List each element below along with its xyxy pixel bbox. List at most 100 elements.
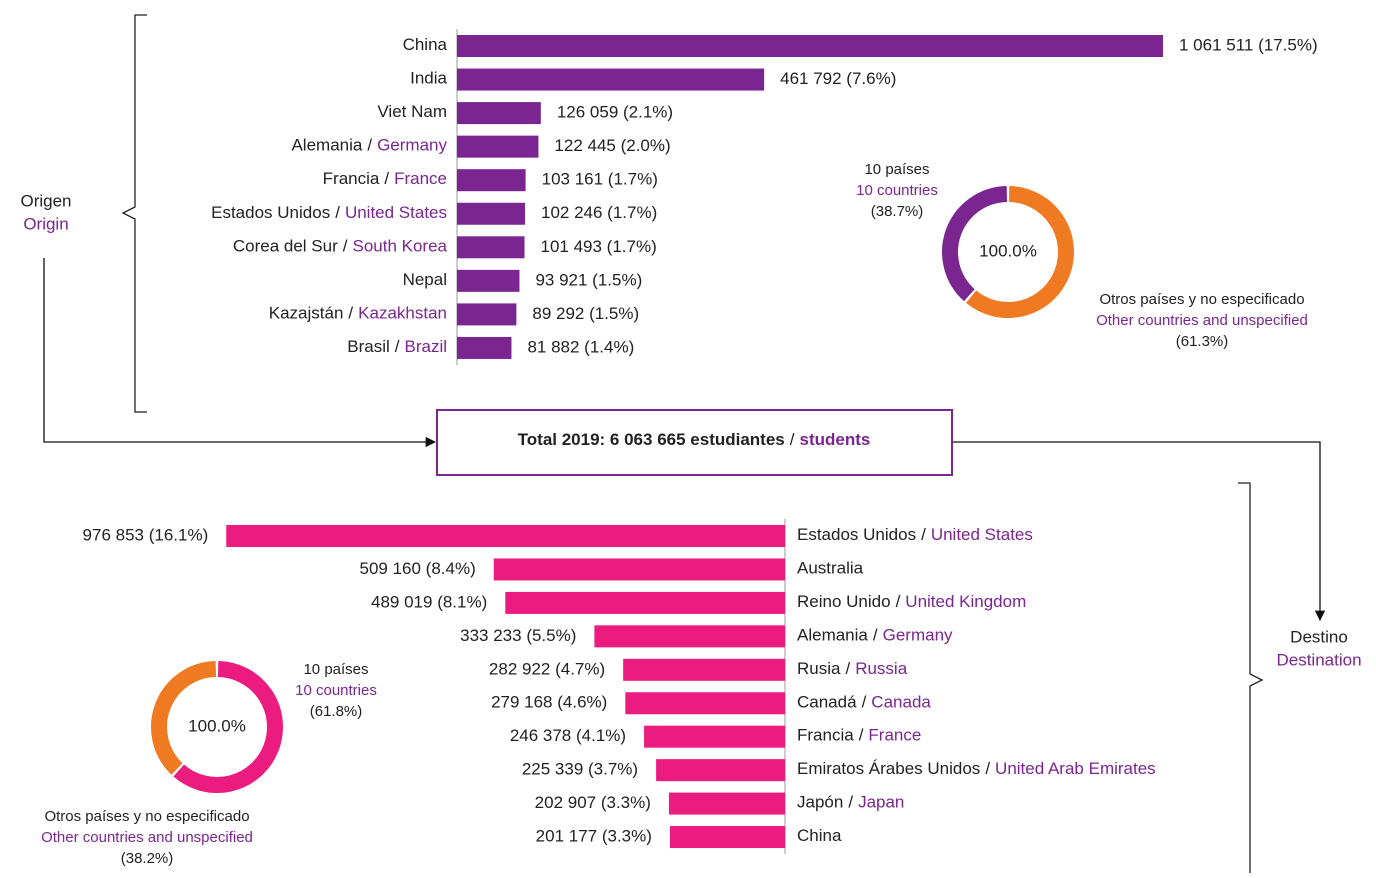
- donut-value-label: (61.3%): [1176, 333, 1229, 350]
- category-label: Estados Unidos / United States: [211, 203, 447, 222]
- category-label: Emiratos Árabes Unidos / United Arab Emira…: [797, 760, 1156, 779]
- bar: [505, 591, 785, 614]
- donut-value-label: (38.2%): [121, 850, 174, 867]
- value-label: 282 922 (4.7%): [489, 659, 605, 678]
- donut-segment: [151, 661, 217, 775]
- bar: [457, 135, 539, 158]
- category-en: South Korea: [352, 237, 447, 256]
- category-label: Japón / Japan: [797, 793, 904, 812]
- bar: [457, 102, 541, 125]
- bar: [594, 625, 785, 648]
- category-separator: /: [367, 136, 372, 155]
- donut-value-label: (38.7%): [871, 203, 924, 220]
- total-es: Total 2019: 6 063 665 estudiantes: [518, 430, 785, 449]
- bar: [656, 759, 785, 782]
- bar: [457, 336, 512, 359]
- donut-value-label: (61.8%): [310, 703, 363, 720]
- category-separator: /: [845, 659, 850, 678]
- category-label: Nepal: [403, 270, 447, 289]
- category-label: Francia / France: [797, 726, 921, 745]
- value-label: 489 019 (8.1%): [371, 592, 487, 611]
- category-es: Alemania: [291, 136, 362, 155]
- category-label: Canadá / Canada: [797, 693, 931, 712]
- bar: [457, 269, 520, 292]
- category-en: France: [868, 726, 921, 745]
- category-es: Francia: [323, 170, 380, 189]
- value-label: 976 853 (16.1%): [83, 525, 209, 544]
- category-separator: /: [384, 170, 389, 189]
- category-es: Brasil: [347, 337, 390, 356]
- category-label: Alemania / Germany: [291, 136, 447, 155]
- category-es: Corea del Sur: [233, 237, 338, 256]
- donut-label-en: 10 countries: [295, 682, 377, 699]
- total-box: [436, 409, 953, 476]
- destination-es: Destino: [1290, 627, 1348, 646]
- category-label: Estados Unidos / United States: [797, 525, 1033, 544]
- category-label: Rusia / Russia: [797, 659, 908, 678]
- category-es: Japón: [797, 793, 843, 812]
- value-label: 103 161 (1.7%): [542, 170, 658, 189]
- category-label: China: [797, 827, 842, 846]
- category-en: United States: [345, 203, 447, 222]
- category-en: Japan: [858, 793, 904, 812]
- category-separator: /: [348, 304, 353, 323]
- origin-es: Origen: [20, 191, 71, 210]
- category-es: Nepal: [403, 270, 447, 289]
- donut-label-es: Otros países y no especificado: [1099, 291, 1304, 308]
- origin-bracket: [121, 14, 147, 413]
- category-es: Estados Unidos: [797, 525, 916, 544]
- category-es: China: [797, 827, 842, 846]
- bar: [457, 202, 526, 225]
- category-es: Emiratos Árabes Unidos: [797, 760, 980, 779]
- category-en: France: [394, 170, 447, 189]
- bar: [457, 236, 525, 259]
- category-separator: /: [921, 525, 926, 544]
- origin-arrow: [43, 258, 437, 448]
- bar: [493, 558, 785, 581]
- donut-center-label: 100.0%: [979, 241, 1037, 260]
- bar: [623, 658, 785, 681]
- total-separator: /: [790, 430, 795, 449]
- category-en: Germany: [883, 626, 953, 645]
- bar: [226, 525, 785, 547]
- origin-en: Origin: [23, 214, 68, 233]
- value-label: 1 061 511 (17.5%): [1179, 35, 1318, 54]
- category-separator: /: [896, 592, 901, 611]
- category-separator: /: [862, 693, 867, 712]
- value-label: 202 907 (3.3%): [535, 793, 651, 812]
- value-label: 122 445 (2.0%): [554, 136, 670, 155]
- category-label: Kazajstán / Kazakhstan: [269, 304, 447, 323]
- category-en: Canada: [871, 693, 931, 712]
- donut-segment: [942, 186, 1008, 302]
- donut-segment: [966, 186, 1074, 318]
- category-es: Kazajstán: [269, 304, 344, 323]
- category-es: Australia: [797, 559, 864, 578]
- value-label: 333 233 (5.5%): [460, 626, 576, 645]
- category-separator: /: [873, 626, 878, 645]
- donut-center-label: 100.0%: [188, 716, 246, 735]
- bar: [668, 792, 785, 815]
- category-separator: /: [395, 337, 400, 356]
- category-separator: /: [848, 793, 853, 812]
- category-en: Brazil: [404, 337, 447, 356]
- category-label: India: [410, 69, 447, 88]
- destination-bracket: [1238, 482, 1264, 873]
- category-label: Brasil / Brazil: [347, 337, 447, 356]
- category-es: Canadá: [797, 693, 857, 712]
- category-es: Viet Nam: [377, 103, 447, 122]
- destination-arrow: [952, 441, 1326, 622]
- category-separator: /: [335, 203, 340, 222]
- total-text: Total 2019: 6 063 665 estudiantes / studen…: [518, 430, 871, 449]
- category-en: United Arab Emirates: [995, 760, 1156, 779]
- category-es: Rusia: [797, 659, 841, 678]
- category-label: China: [403, 35, 448, 54]
- donut-label-en: 10 countries: [856, 182, 938, 199]
- category-label: Australia: [797, 559, 864, 578]
- category-separator: /: [985, 760, 990, 779]
- donut-label-en: Other countries and unspecified: [41, 829, 253, 846]
- category-en: United States: [931, 525, 1033, 544]
- category-es: Reino Unido: [797, 592, 891, 611]
- value-label: 81 882 (1.4%): [527, 337, 634, 356]
- category-en: Germany: [377, 136, 447, 155]
